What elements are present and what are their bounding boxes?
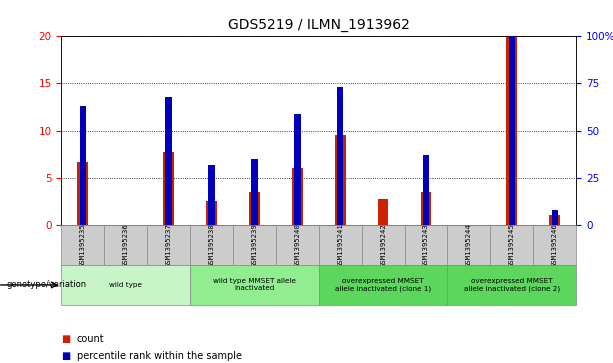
Bar (509, 34, 515, 225)
Text: GSM1395240: GSM1395240 (294, 223, 300, 267)
Text: GSM1395238: GSM1395238 (208, 223, 215, 267)
Bar (233, 225, 276, 265)
Bar (208, 165, 215, 225)
Bar (319, 225, 362, 265)
Bar (77, 162, 88, 225)
Text: count: count (77, 334, 104, 344)
Bar (61, 265, 190, 305)
Text: GSM1395243: GSM1395243 (423, 223, 429, 267)
Bar (421, 192, 432, 225)
Bar (163, 152, 174, 225)
Title: GDS5219 / ILMN_1913962: GDS5219 / ILMN_1913962 (228, 19, 409, 33)
Text: ■: ■ (61, 334, 70, 344)
Text: overexpressed MMSET
allele inactivated (clone 2): overexpressed MMSET allele inactivated (… (464, 278, 560, 292)
Text: wild type MMSET allele
inactivated: wild type MMSET allele inactivated (213, 278, 296, 291)
Bar (506, 36, 517, 225)
Bar (319, 265, 447, 305)
Bar (337, 87, 343, 225)
Bar (61, 225, 104, 265)
Text: GSM1395242: GSM1395242 (380, 223, 386, 267)
Bar (276, 225, 319, 265)
Bar (423, 155, 429, 225)
Text: GSM1395237: GSM1395237 (166, 223, 172, 267)
Bar (249, 192, 260, 225)
Text: GSM1395239: GSM1395239 (251, 223, 257, 267)
Bar (378, 199, 389, 225)
Text: GSM1395244: GSM1395244 (466, 223, 472, 267)
Text: GSM1395235: GSM1395235 (80, 223, 86, 267)
Bar (251, 159, 257, 225)
Bar (292, 168, 303, 225)
Text: GSM1395245: GSM1395245 (509, 223, 515, 267)
Bar (362, 225, 405, 265)
Bar (294, 114, 300, 225)
Text: ■: ■ (61, 351, 70, 361)
Bar (190, 265, 319, 305)
Text: overexpressed MMSET
allele inactivated (clone 1): overexpressed MMSET allele inactivated (… (335, 278, 431, 292)
Bar (552, 210, 558, 225)
Text: percentile rank within the sample: percentile rank within the sample (77, 351, 242, 361)
Text: GSM1395236: GSM1395236 (123, 223, 129, 267)
Text: GSM1395246: GSM1395246 (552, 223, 558, 267)
Bar (405, 225, 447, 265)
Text: GSM1395241: GSM1395241 (337, 223, 343, 267)
Bar (447, 225, 490, 265)
Bar (104, 225, 147, 265)
Bar (166, 97, 172, 225)
Bar (549, 215, 560, 225)
Bar (335, 135, 346, 225)
Bar (80, 106, 86, 225)
Bar (447, 265, 576, 305)
Bar (190, 225, 233, 265)
Text: genotype/variation: genotype/variation (6, 281, 86, 289)
Bar (533, 225, 576, 265)
Bar (490, 225, 533, 265)
Text: wild type: wild type (109, 282, 142, 288)
Bar (206, 200, 217, 225)
Bar (147, 225, 190, 265)
